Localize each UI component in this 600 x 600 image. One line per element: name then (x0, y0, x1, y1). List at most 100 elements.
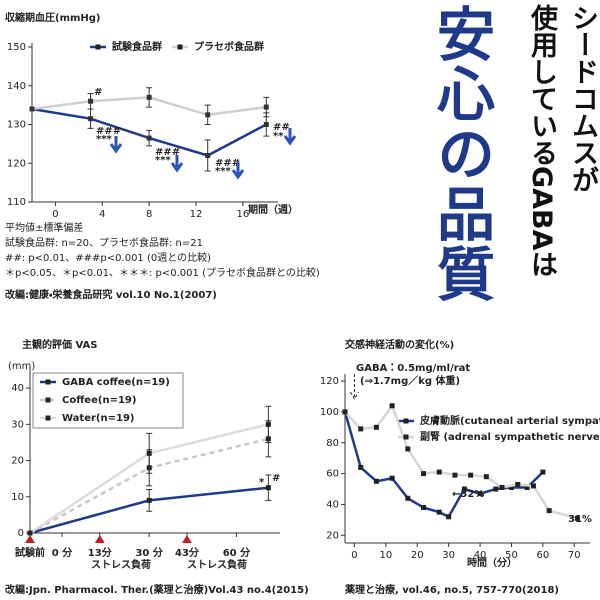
point (508, 484, 514, 490)
chart-title: 主観的評価 VAS (22, 338, 97, 351)
legend-label: Coffee(n=19) (62, 395, 136, 406)
note: 試験食品群: n=20、プラセボ食品群: n=21 (5, 236, 203, 249)
y-tick-label: 10 (11, 492, 24, 503)
legend-marker (45, 415, 51, 421)
point (358, 464, 364, 470)
y-tick-label: 20 (11, 456, 24, 467)
legend-marker (45, 397, 51, 403)
point (405, 446, 411, 452)
x-tick-label: 0 (52, 209, 58, 220)
annotation: ### (155, 147, 180, 158)
legend-label: 副腎 (adrenal sympathetic nerve activity) (420, 430, 600, 443)
point (436, 509, 442, 515)
annotation: ストレス負荷 (91, 558, 151, 571)
y-tick-label: 120 (320, 376, 339, 387)
point (574, 515, 580, 521)
y-tick-label: 0 (18, 528, 24, 539)
headline: シードコムスが 使用しているGABAは (514, 4, 598, 278)
point (373, 478, 379, 484)
legend-marker (45, 379, 51, 385)
annotation: ストレス負荷 (187, 558, 247, 571)
x-tick-label: 43分 (175, 546, 200, 559)
annotation: *** (155, 155, 171, 166)
y-tick-label: 140 (7, 81, 26, 92)
point (146, 94, 152, 100)
arrow (283, 128, 297, 146)
x-axis-label: 時間（分） (467, 556, 517, 569)
series-line (343, 411, 544, 519)
x-tick-label: 16 (236, 209, 249, 220)
annotation: (⇒1.7mg／kg 体重) (360, 374, 460, 387)
x-tick-label: 30 分 (135, 546, 163, 559)
x-tick-label: 70 (568, 550, 581, 561)
point (263, 122, 269, 127)
x-tick-label: 12 (190, 209, 203, 220)
headline-line: 使用しているGABAは (526, 4, 557, 278)
point (27, 530, 33, 536)
legend-box (32, 372, 184, 429)
headline-line: シードコムスが (567, 4, 598, 193)
note: ##: p<0.01、###p<0.001 (0週との比較) (5, 252, 211, 264)
legend-label: 皮膚動脈(cutaneal arterial sympathetic nerve… (419, 414, 600, 427)
point (421, 505, 427, 511)
y-tick-label: 130 (7, 120, 26, 131)
point (515, 481, 521, 487)
source: 改編:健康・栄養食品研究 vol.10 No.1(2007) (5, 288, 217, 301)
x-tick-label: 0 (351, 550, 357, 561)
x-tick-label: 60 分 (223, 546, 251, 559)
annotation: 31% (568, 514, 592, 525)
x-tick-label: 30 (442, 550, 455, 561)
point (29, 106, 35, 112)
point (477, 491, 483, 497)
x-tick-label: 50 (505, 550, 518, 561)
x-tick-label: 4 (99, 209, 105, 220)
note: ＊p<0.05、＊p<0.01、＊＊＊: p<0.001 (プラセボ食品群との比… (5, 266, 320, 279)
x-tick-label: 40 (474, 550, 487, 561)
y-tick-label: 150 (7, 42, 26, 53)
annotation: ** (273, 131, 284, 142)
y-tick-label: 80 (326, 438, 339, 449)
point (88, 116, 94, 122)
point (446, 514, 452, 520)
x-tick-label: 試験前 (15, 546, 45, 559)
x-tick-label: 20 (411, 550, 424, 561)
stress-marker (25, 535, 35, 543)
point (405, 495, 411, 501)
legend-marker (403, 434, 409, 440)
point (342, 409, 348, 415)
point (530, 483, 536, 489)
point (146, 450, 152, 456)
legend-label: GABA coffee(n=19) (62, 377, 170, 388)
headline-emphasis: 安心の品質 (427, 4, 495, 304)
annotation: * (259, 477, 265, 488)
point (421, 471, 427, 477)
point (540, 469, 546, 475)
point (373, 424, 379, 430)
point (389, 475, 395, 481)
legend-label: プラセボ食品群 (194, 40, 264, 53)
annotation: # (94, 87, 102, 98)
annotation: ### (96, 126, 121, 137)
arrow (170, 155, 184, 173)
x-tick-label: 10 (379, 550, 392, 561)
y-tick-label: 100 (320, 407, 339, 418)
point (461, 486, 467, 492)
dose-arrow (349, 374, 359, 401)
y-axis-label: (mm) (8, 361, 35, 372)
y-tick-label: 110 (7, 197, 26, 208)
y-tick-label: 60 (326, 469, 339, 480)
annotation: GABA：0.5mg/ml/rat (356, 363, 470, 374)
point (146, 497, 152, 503)
stress-marker (181, 535, 192, 543)
chart-title: 収縮期血圧(mmHg) (5, 11, 101, 24)
annotation: ### (215, 158, 240, 169)
source: 薬理と治療, vol.46, no.5, 757-770(2018) (344, 583, 559, 596)
annotation: *** (215, 166, 231, 177)
annotation: ## (273, 122, 290, 133)
legend-label: Water(n=19) (62, 413, 134, 424)
point (483, 474, 489, 480)
y-tick-label: 20 (326, 530, 339, 541)
x-tick-label: 60 (537, 550, 550, 561)
point (493, 486, 499, 492)
